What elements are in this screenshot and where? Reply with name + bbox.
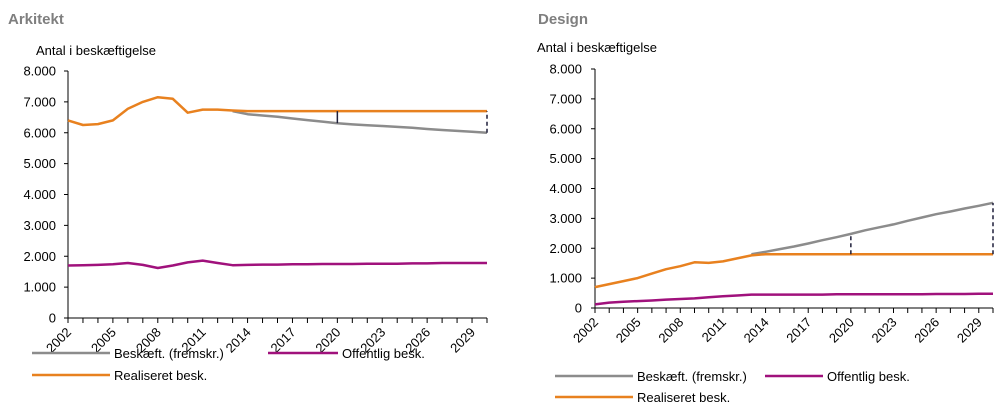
- chart-title: Design: [538, 11, 588, 28]
- y-axis-label: Antal i beskæftigelse: [537, 40, 657, 55]
- y-tick-label: 4.000: [23, 187, 56, 202]
- x-tick-label: 2017: [268, 325, 299, 356]
- series-line-fremskr: [751, 201, 994, 256]
- y-tick-label: 7.000: [23, 94, 56, 109]
- x-tick-label: 2023: [869, 315, 900, 346]
- legend-item-offentlig: Offentlig besk.: [268, 346, 425, 361]
- chart-design: Design Antal i beskæftigelse 0 1.000 2.000 3.…: [537, 11, 994, 405]
- y-tick-label: 3.000: [549, 211, 582, 226]
- x-tick-label: 2011: [699, 315, 729, 345]
- legend-item-realiseret: Realiseret besk.: [555, 390, 730, 405]
- y-tick-label: 3.000: [23, 218, 56, 233]
- series-line-offentlig: [67, 259, 487, 270]
- legend-label: Offentlig besk.: [827, 369, 910, 384]
- x-tick-label: 2008: [655, 315, 686, 346]
- chart-arkitekt: Arkitekt Antal i beskæftigelse 0 1.000 2.000…: [8, 11, 488, 383]
- legend-label: Realiseret besk.: [114, 368, 207, 383]
- legend-label: Beskæft. (fremskr.): [637, 369, 747, 384]
- x-tick-label: 2014: [223, 325, 254, 356]
- x-tick-label: 2020: [312, 325, 343, 356]
- y-tick-label: 2.000: [23, 249, 56, 264]
- legend-item-realiseret: Realiseret besk.: [32, 368, 207, 383]
- y-tick-label: 7.000: [549, 91, 582, 106]
- x-tick-label: 2029: [447, 325, 478, 356]
- y-tick-label: 5.000: [549, 151, 582, 166]
- y-tick-label: 2.000: [549, 241, 582, 256]
- x-tick-label: 2002: [43, 325, 74, 356]
- y-tick-label: 0: [575, 301, 582, 316]
- y-tick-label: 1.000: [23, 280, 56, 295]
- x-tick-label: 2026: [911, 315, 942, 346]
- y-tick-label: 0: [49, 311, 56, 326]
- legend-item-fremskr: Beskæft. (fremskr.): [32, 346, 224, 361]
- series-line-fremskr: [232, 109, 488, 135]
- chart-title: Arkitekt: [8, 11, 64, 28]
- x-tick-label: 2002: [570, 315, 601, 346]
- series-line-offentlig: [594, 292, 993, 306]
- x-tick-label: 2014: [741, 315, 772, 346]
- series-line-realiseret: [594, 252, 993, 289]
- y-tick-label: 5.000: [23, 156, 56, 171]
- x-tick-label: 2017: [783, 315, 814, 346]
- x-tick-label: 2020: [826, 315, 857, 346]
- legend-label: Beskæft. (fremskr.): [114, 346, 224, 361]
- y-tick-label: 8.000: [549, 62, 582, 77]
- x-tick-label: 2029: [954, 315, 985, 346]
- x-tick-label: 2005: [613, 315, 644, 346]
- legend-label: Offentlig besk.: [342, 346, 425, 361]
- legend-label: Realiseret besk.: [637, 390, 730, 405]
- y-axis-label: Antal i beskæftigelse: [36, 43, 156, 58]
- y-tick-label: 4.000: [549, 181, 582, 196]
- series-line-realiseret: [67, 95, 487, 127]
- y-tick-label: 1.000: [549, 271, 582, 286]
- y-tick-label: 6.000: [23, 125, 56, 140]
- y-tick-label: 8.000: [23, 64, 56, 79]
- legend-item-fremskr: Beskæft. (fremskr.): [555, 369, 747, 384]
- legend-item-offentlig: Offentlig besk.: [765, 369, 910, 384]
- y-tick-label: 6.000: [549, 121, 582, 136]
